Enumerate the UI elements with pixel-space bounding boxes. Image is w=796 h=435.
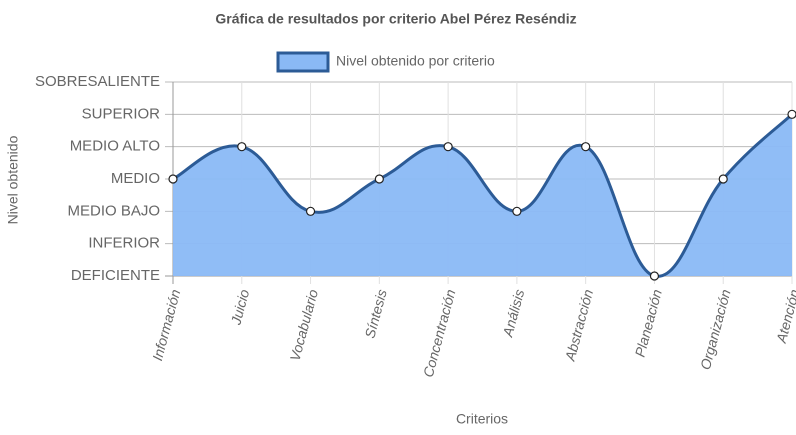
point (443, 142, 453, 152)
point (512, 206, 522, 216)
y-tick-label: MEDIO (111, 170, 160, 187)
area (173, 114, 792, 277)
x-tick-label: Información (149, 287, 183, 362)
point (718, 174, 728, 184)
x-tick-label: Síntesis (361, 288, 389, 340)
y-tick-label: MEDIO ALTO (70, 138, 160, 155)
x-tick-label: Vocabulario (287, 287, 322, 362)
legend-swatch (276, 51, 330, 73)
x-tick-label: Concentración (420, 287, 459, 379)
y-tick-label: MEDIO BAJO (67, 202, 160, 219)
line (172, 113, 794, 278)
legend-label: Nivel obtenido por criterio (336, 53, 495, 69)
x-tick-label: Análisis (499, 288, 527, 340)
x-tick-label: Planeación (632, 287, 665, 358)
x-axis-title: Criterios (456, 411, 508, 427)
x-tick-label: Atención (773, 287, 796, 345)
point (374, 174, 384, 184)
x-tick-label: Abstracción (561, 287, 596, 363)
chart-title: Gráfica de resultados por criterio Abel … (215, 11, 576, 27)
point (581, 142, 591, 152)
point (787, 109, 796, 119)
point (305, 206, 316, 216)
y-tick-label: SOBRESALIENTE (35, 73, 160, 90)
point (168, 174, 178, 184)
y-tick-label: INFERIOR (88, 235, 160, 252)
point (649, 271, 660, 281)
point (237, 142, 247, 152)
x-tick-label: Organización (697, 287, 734, 371)
y-tick-label: SUPERIOR (82, 105, 161, 122)
y-tick-label: DEFICIENTE (71, 267, 160, 284)
x-tick-label: Juicio (227, 287, 252, 327)
y-axis-title: Nivel obtenido (5, 135, 21, 224)
